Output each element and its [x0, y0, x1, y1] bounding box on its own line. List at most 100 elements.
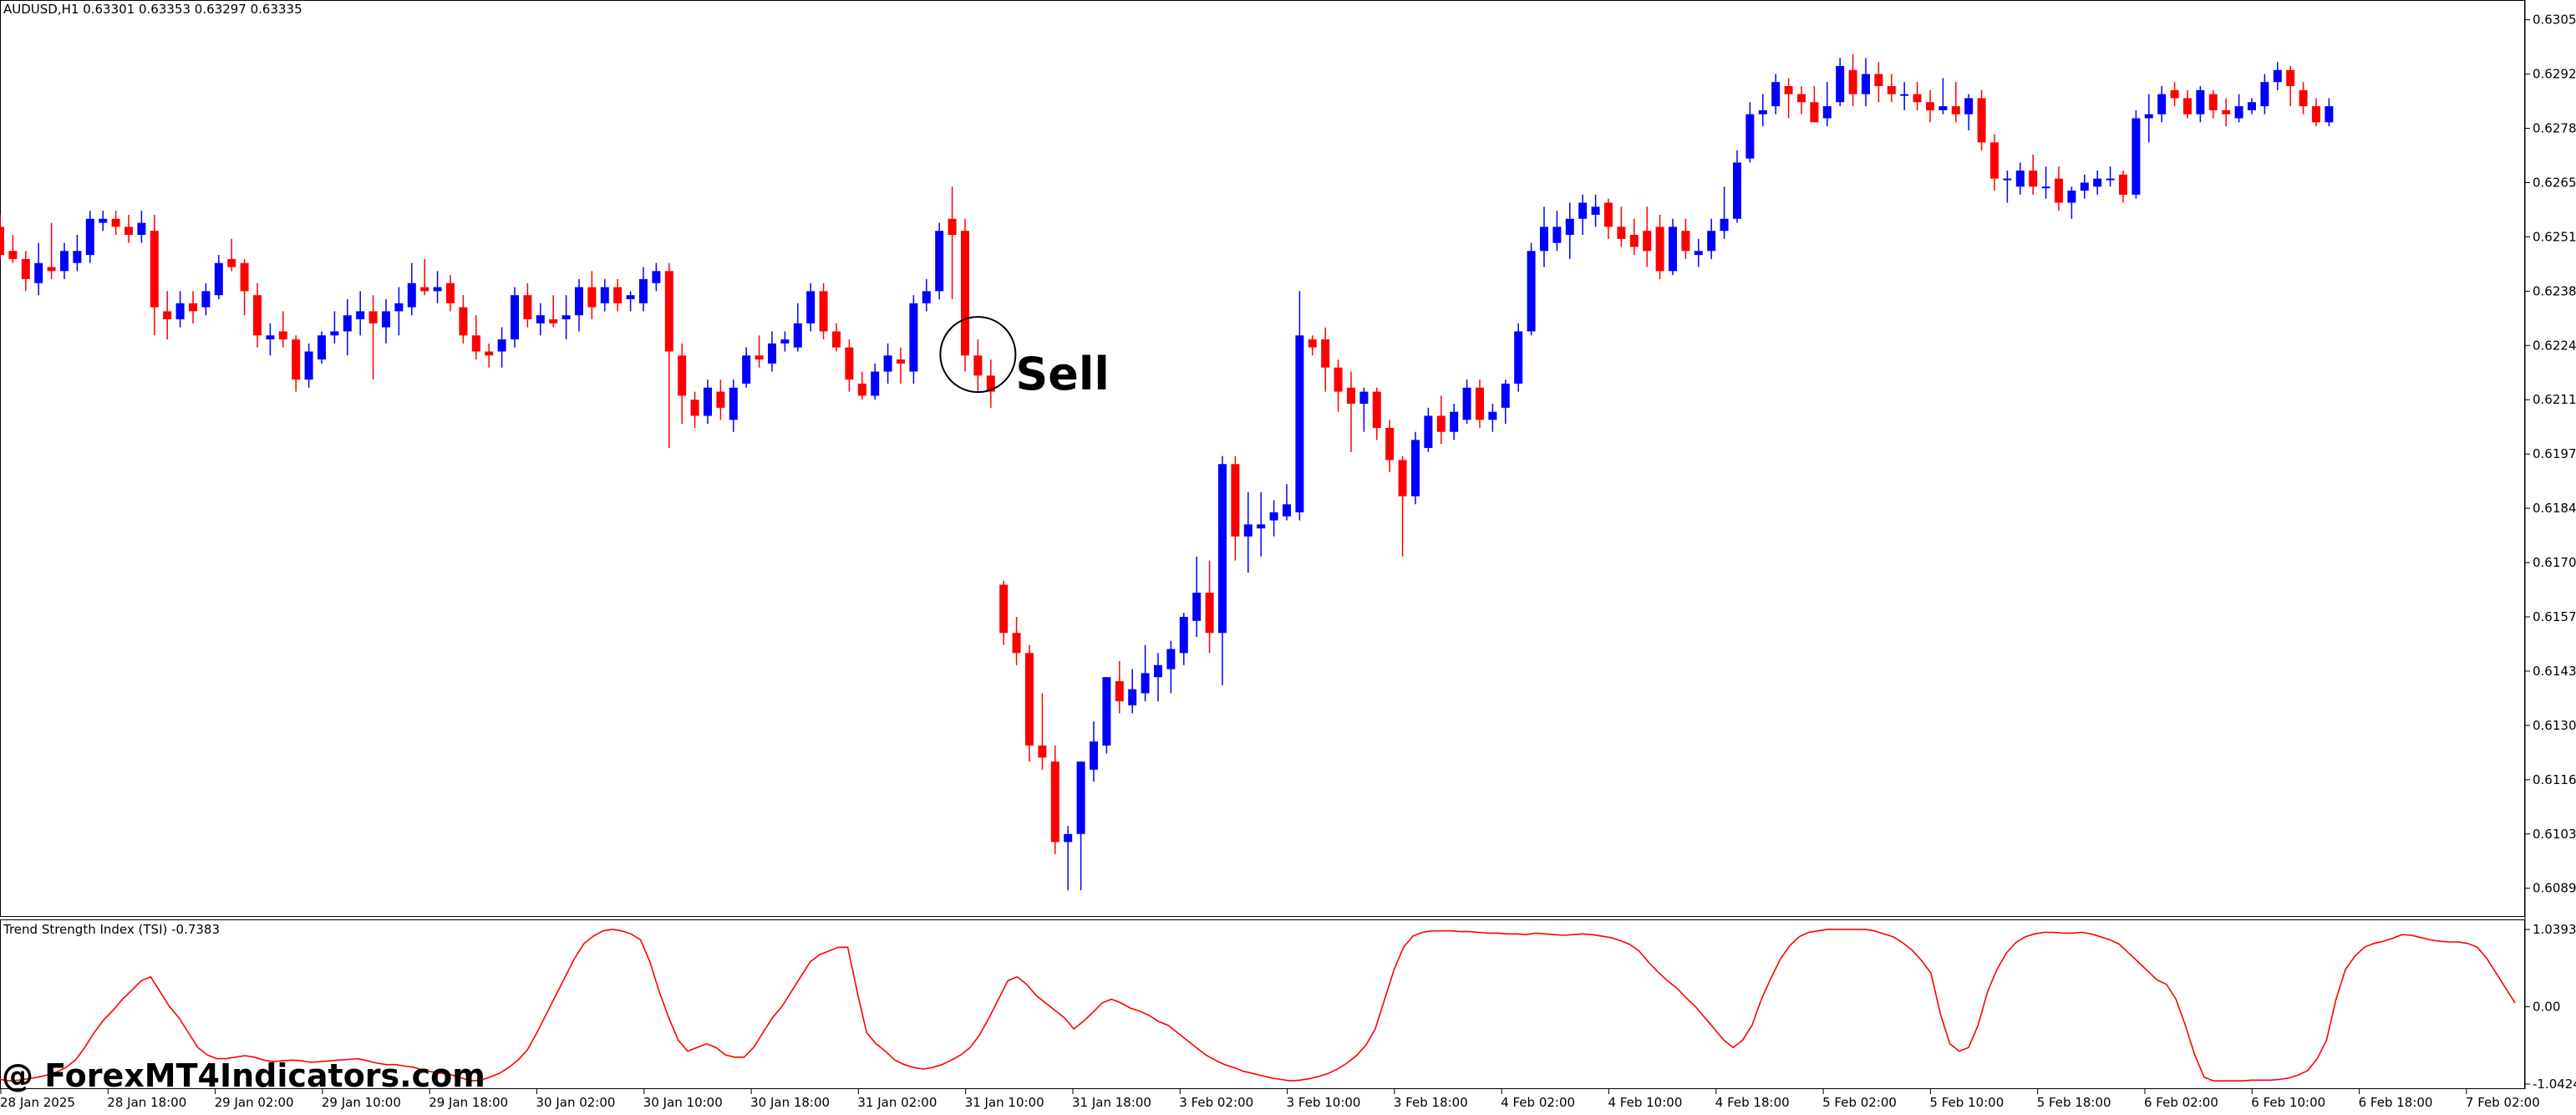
candle-body	[883, 355, 892, 372]
candle-body	[1771, 82, 1781, 107]
time-tick-label: 31 Jan 18:00	[1072, 1095, 1151, 1110]
candle-body	[845, 347, 854, 380]
symbol-header: AUDUSD,H1 0.63301 0.63353 0.63297 0.6333…	[3, 2, 302, 17]
candle-body	[292, 339, 301, 380]
candle-body	[1218, 464, 1227, 634]
candle-body	[111, 218, 120, 227]
candle	[1128, 669, 1137, 714]
candle	[2170, 82, 2179, 107]
candle	[189, 291, 197, 323]
candle	[1694, 238, 1703, 267]
candle-body	[652, 271, 661, 283]
candle	[2080, 174, 2089, 199]
candle	[201, 283, 211, 316]
candle-body	[973, 355, 983, 376]
candle-body	[1450, 411, 1459, 432]
candle	[433, 271, 442, 303]
candle-body	[278, 331, 287, 340]
candle-body	[1476, 387, 1484, 420]
candle	[1990, 134, 1999, 191]
candle	[2106, 166, 2115, 187]
candle	[2041, 166, 2050, 199]
candle-body	[433, 287, 442, 292]
candle	[2055, 166, 2063, 211]
candle-body	[1115, 680, 1124, 702]
candle-body	[768, 343, 776, 364]
candle	[1964, 94, 1974, 130]
candle	[1862, 58, 1870, 107]
candle-body	[2286, 69, 2295, 87]
candle	[240, 258, 249, 316]
candle-body	[575, 287, 583, 316]
candle-body	[986, 375, 995, 392]
candle-body	[214, 262, 223, 296]
candle	[330, 311, 339, 344]
candle-body	[175, 303, 185, 320]
candle	[471, 315, 480, 360]
candle-body	[2312, 106, 2320, 123]
candle-body	[806, 291, 815, 323]
candle	[961, 218, 969, 372]
candle	[1334, 359, 1343, 412]
candle-body	[2093, 178, 2102, 187]
candle-body	[2324, 106, 2334, 123]
candle-body	[1643, 231, 1652, 252]
tsi-axis: 1.0393 0.00 -1.0424	[2525, 922, 2576, 1092]
candle	[1102, 677, 1111, 754]
candle	[922, 278, 931, 312]
candle-body	[497, 339, 506, 352]
candle	[60, 242, 69, 279]
candle-body	[1926, 102, 1934, 110]
candle	[1231, 456, 1240, 561]
candle	[2131, 109, 2141, 199]
candle	[124, 214, 133, 243]
candle-body	[1951, 106, 1960, 115]
candle	[1154, 653, 1162, 702]
candle-body	[471, 335, 480, 352]
candle-body	[1076, 761, 1085, 834]
candle	[1076, 761, 1085, 891]
candle-body	[47, 267, 56, 272]
candle-body	[1900, 94, 1909, 96]
candle-body	[1887, 86, 1896, 94]
candle	[2067, 186, 2076, 219]
candle-body	[1797, 94, 1806, 103]
candle	[2003, 171, 2012, 203]
candle-body	[2041, 186, 2050, 189]
time-tick-label: 3 Feb 10:00	[1287, 1095, 1361, 1110]
candle	[1565, 202, 1574, 259]
candle-body	[1192, 593, 1202, 621]
candle	[394, 287, 404, 336]
candle	[47, 222, 56, 279]
candle-body	[2234, 106, 2243, 119]
candle	[1913, 82, 1922, 110]
candle	[536, 303, 545, 336]
candle-body	[318, 335, 326, 360]
candle	[883, 343, 892, 384]
candle	[793, 303, 802, 352]
candle	[85, 211, 94, 263]
candle	[485, 343, 494, 368]
candle-body	[1862, 74, 1870, 94]
candle-body	[420, 287, 429, 292]
candle	[716, 379, 725, 420]
candle	[34, 242, 43, 296]
candle-body	[909, 303, 918, 372]
candle	[755, 335, 764, 368]
candle	[768, 331, 776, 372]
candle-body	[1398, 460, 1407, 496]
candle	[1372, 387, 1381, 440]
candle-body	[1836, 65, 1845, 103]
candle	[2248, 98, 2256, 115]
candle	[137, 211, 146, 243]
candle-body	[1090, 741, 1098, 770]
candle	[1758, 94, 1767, 127]
candle-body	[961, 231, 969, 356]
candle	[1887, 74, 1896, 103]
candle	[1591, 194, 1600, 227]
candle	[613, 278, 622, 312]
candle	[1784, 78, 1793, 119]
candle-body	[1964, 98, 1974, 115]
